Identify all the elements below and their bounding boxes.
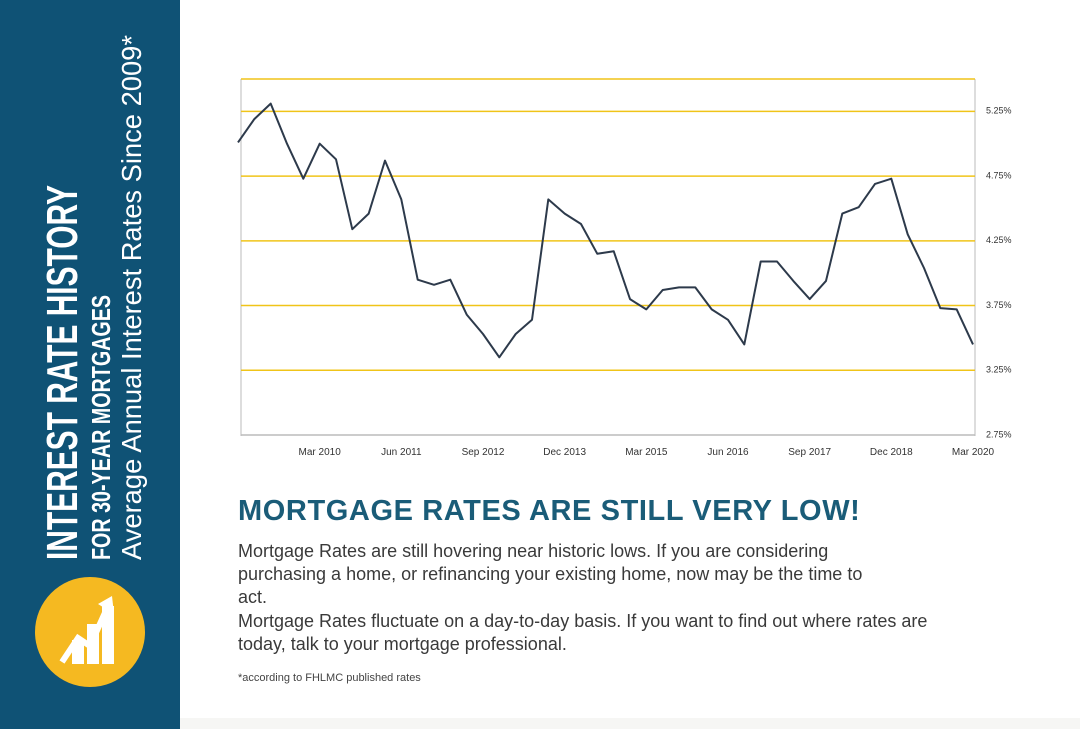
- x-tick-label: Mar 2010: [299, 447, 342, 458]
- y-tick-label: 2.75%: [986, 429, 1012, 439]
- icon: [35, 577, 145, 687]
- sidebar-title: INTEREST RATE HISTORY: [38, 185, 87, 560]
- y-tick-label: 5.25%: [986, 106, 1012, 116]
- x-tick-label: Dec 2013: [543, 447, 586, 458]
- footnote: *according to FHLMC published rates: [238, 672, 421, 684]
- y-tick-label: 4.25%: [986, 235, 1012, 245]
- y-tick-label: 4.75%: [986, 170, 1012, 180]
- y-tick-label: 3.75%: [986, 300, 1012, 310]
- x-tick-label: Sep 2017: [788, 447, 831, 458]
- y-tick-label: 3.25%: [986, 365, 1012, 375]
- rate-line: [237, 102, 974, 359]
- sidebar-subtitle: FOR 30-YEAR MORTGAGES: [86, 295, 116, 560]
- x-tick-label: Sep 2012: [462, 447, 505, 458]
- x-tick-label: Dec 2018: [870, 447, 913, 458]
- headline: MORTGAGE RATES ARE STILL VERY LOW!: [238, 495, 861, 527]
- content-panel: [180, 0, 1080, 718]
- x-tick-label: Jun 2016: [707, 447, 749, 458]
- paragraph: Mortgage Rates are still hovering near h…: [238, 541, 863, 607]
- x-tick-label: Mar 2020: [952, 447, 995, 458]
- paragraph: Mortgage Rates fluctuate on a day-to-day…: [238, 611, 928, 654]
- x-tick-label: Mar 2015: [625, 447, 668, 458]
- x-tick-label: Jun 2011: [381, 447, 422, 458]
- sidebar-tagline: Average Annual Interest Rates Since 2009…: [116, 35, 147, 560]
